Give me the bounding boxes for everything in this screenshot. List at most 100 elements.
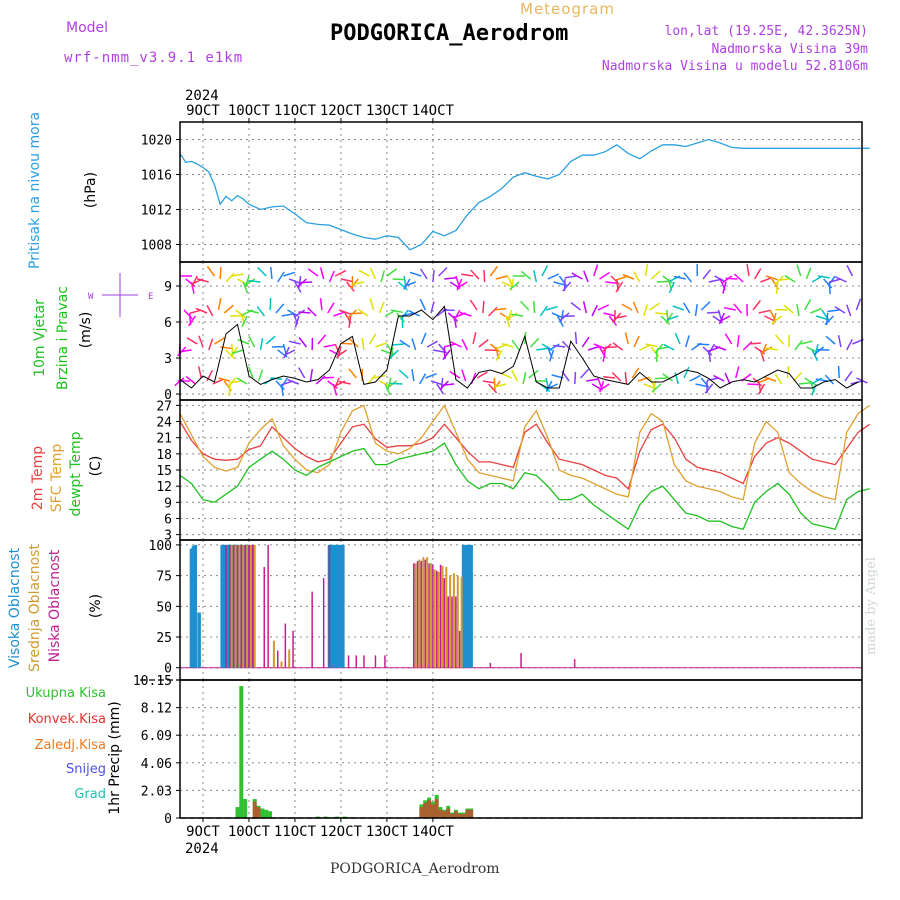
- cloud-bar-2-36: [573, 659, 576, 668]
- wind-arrow: [528, 369, 539, 379]
- cloud-bar-0-33: [469, 544, 473, 668]
- bottom-tick-label-4: 13OCT: [366, 824, 409, 840]
- wind-arrow: [495, 275, 508, 280]
- wind-arrow: [319, 298, 323, 311]
- wind-arrow: [586, 378, 599, 382]
- wind-arrow: [757, 383, 766, 395]
- precip-bar-1-4: [427, 800, 431, 818]
- precip-bar-1-6: [434, 799, 439, 818]
- cloud-bar-2-11: [284, 623, 287, 668]
- wind-arrow: [275, 303, 285, 314]
- precip-bar-1-3: [423, 803, 428, 818]
- wind-arrow: [231, 349, 244, 355]
- wind-arrow: [815, 315, 828, 321]
- wind-arrow: [247, 366, 254, 379]
- precip-bar-0-2: [243, 799, 248, 818]
- wind-arrow: [835, 276, 847, 283]
- cloud-bar-0-25: [335, 544, 339, 668]
- cloud-bar-1-4: [246, 544, 249, 668]
- cloud-bar-0-22: [329, 544, 334, 668]
- wind-arrow: [288, 340, 301, 345]
- wind-arrow: [230, 346, 239, 358]
- wind-arrow: [714, 345, 727, 351]
- wind-arrow: [662, 275, 673, 284]
- wind-arrow: [191, 275, 198, 288]
- wind-arrow: [721, 275, 733, 284]
- wind-arrow: [824, 374, 834, 385]
- cloud-bar-1-7: [272, 640, 275, 668]
- precip-bar-0-1: [239, 686, 244, 818]
- wind-arrow: [804, 299, 812, 311]
- wind-arrow: [522, 372, 527, 385]
- wind-arrow: [223, 304, 234, 314]
- wind-arrow: [242, 281, 249, 294]
- wind-arrow: [511, 369, 519, 382]
- wind-arrow: [332, 383, 338, 396]
- cloud-bar-0-3: [197, 612, 201, 668]
- wind-arrow: [562, 281, 572, 292]
- wind-arrow: [621, 303, 633, 311]
- wind-arrow: [190, 281, 195, 294]
- wind-arrow: [633, 335, 640, 348]
- wind-arrow: [736, 335, 740, 348]
- wind-arrow: [624, 372, 628, 385]
- wind-arrow: [300, 281, 313, 284]
- wind-arrow: [307, 307, 317, 317]
- wind-arrow: [389, 349, 399, 359]
- wind-arrow: [583, 270, 589, 283]
- wind-arrow: [488, 383, 498, 394]
- wind-arrow: [336, 349, 348, 358]
- wind-arrow: [196, 278, 209, 283]
- wind-arrow: [369, 298, 375, 311]
- wind-arrow: [775, 281, 779, 294]
- cloud-bar-0-0: [189, 548, 194, 668]
- wind-arrow: [746, 263, 750, 277]
- wind-arrow: [488, 306, 498, 317]
- wind-arrow: [587, 345, 600, 351]
- wind-arrow: [758, 309, 771, 314]
- wind-arrow: [509, 281, 520, 291]
- wind-arrow: [660, 315, 671, 325]
- wind-arrow: [294, 309, 306, 318]
- wind-arrow: [338, 380, 351, 385]
- wind-arrow: [442, 383, 455, 387]
- wind-arrow: [695, 383, 708, 388]
- wind-arrow: [275, 380, 285, 391]
- wind-arrow: [288, 278, 301, 285]
- wind-arrow: [327, 302, 335, 314]
- tick-label-temp-0: 27: [156, 399, 172, 414]
- wind-arrow: [450, 341, 462, 348]
- top-tick-label-5: 14OCT: [412, 103, 455, 119]
- top-tick-label-2: 11OCT: [274, 103, 317, 119]
- tick-label-wind-3: 0: [164, 388, 172, 403]
- wind-arrow: [283, 346, 290, 359]
- wind-arrow: [697, 343, 710, 346]
- wind-arrow: [786, 366, 790, 379]
- wind-arrow: [229, 380, 242, 384]
- wind-arrow: [599, 271, 611, 280]
- wind-arrow: [244, 278, 256, 287]
- wind-arrow: [570, 302, 582, 311]
- cloud-bar-2-32: [455, 596, 457, 668]
- wind-arrow: [545, 380, 553, 393]
- top-tick-label-3: 12OCT: [320, 103, 363, 119]
- wind-arrow: [674, 372, 679, 385]
- wind-arrow: [461, 338, 469, 351]
- bottom-tick-label-2: 11OCT: [274, 824, 317, 840]
- wind-arrow: [179, 349, 192, 353]
- wind-arrow: [195, 307, 208, 314]
- wind-arrow: [548, 349, 555, 362]
- wind-arrow: [361, 337, 365, 351]
- wind-arrow: [283, 349, 296, 356]
- wind-arrow: [187, 315, 197, 327]
- wind-arrow: [811, 377, 823, 385]
- cloud-bar-0-7: [226, 544, 230, 668]
- cloud-bar-1-12: [422, 557, 425, 668]
- wind-arrow: [340, 278, 353, 283]
- tick-label-temp-4: 15: [156, 464, 172, 479]
- wind-arrow: [489, 343, 500, 353]
- wind-arrow: [225, 272, 235, 283]
- wind-arrow: [551, 312, 564, 319]
- cloud-bar-0-1: [191, 546, 196, 668]
- wind-arrow: [837, 365, 840, 379]
